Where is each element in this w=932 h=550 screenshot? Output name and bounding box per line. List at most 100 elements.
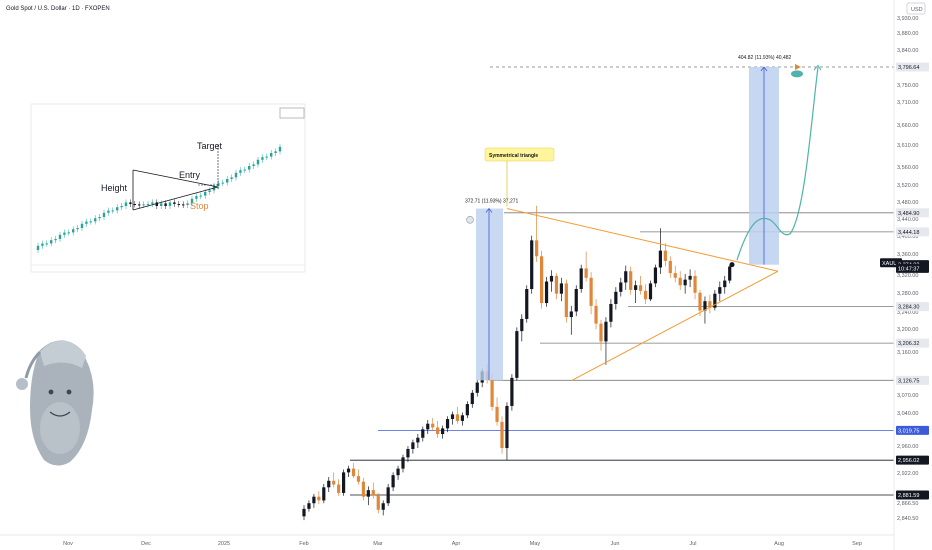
candle-body (332, 480, 336, 485)
candle-body (346, 468, 351, 473)
candle-body (544, 281, 549, 304)
candle-body (723, 280, 727, 288)
triangle-lower-line (571, 270, 779, 381)
candle-body (540, 256, 544, 304)
candle-body (515, 331, 519, 378)
x-tick-label: Dec (141, 541, 151, 547)
measure-box-left (476, 208, 503, 381)
plot-area[interactable] (302, 66, 894, 521)
candle-body (445, 419, 450, 429)
candle-body (450, 414, 455, 420)
candle-body (569, 311, 573, 318)
inset-candle-body (265, 156, 268, 158)
candle-body (505, 405, 509, 449)
x-tick-label: Sep (852, 541, 862, 547)
y-tick-label: 2,840.50 (897, 516, 918, 522)
candle-body (554, 275, 559, 294)
candle-body (530, 240, 534, 290)
inset-candle-body (173, 202, 176, 204)
price-axis-label-text: 3,444.18 (898, 230, 919, 236)
inset-candle-body (221, 182, 224, 184)
x-tick-label: Jun (611, 541, 620, 547)
inset-candle-body (155, 202, 158, 206)
price-axis-label-text: 3,284.30 (898, 305, 919, 311)
inset-candle-body (146, 204, 150, 205)
y-tick-label: 3,040.00 (897, 411, 918, 417)
price-axis-label (896, 62, 929, 72)
inset-candle-body (133, 204, 136, 205)
candle-body (663, 250, 667, 261)
inset-candle-body (45, 243, 48, 245)
y-tick-label: 3,930.00 (897, 16, 918, 22)
candle-body (584, 268, 588, 278)
candle-body (678, 277, 682, 286)
candle-body (366, 490, 370, 497)
inset-candle-body (256, 159, 260, 165)
y-tick-label: 3,660.00 (897, 123, 918, 129)
inset-candle-body (129, 202, 132, 204)
time-axis[interactable]: Nov Dec 2025 Feb Mar Apr May Jun Jul Aug Sep (63, 541, 862, 547)
candle-body (629, 271, 633, 290)
candle-body (718, 287, 722, 294)
candle-body (436, 427, 440, 435)
price-axis-label-text: 3,484.90 (898, 211, 919, 217)
currency-box[interactable] (906, 2, 926, 15)
x-tick-label: 2025 (218, 541, 230, 547)
inset-candle-body (261, 157, 264, 160)
candle-body (426, 423, 430, 430)
inset-candle-body (239, 170, 242, 173)
candle-body (688, 275, 692, 280)
y-tick-label: 2,866.50 (897, 501, 918, 507)
y-tick-label: 2,960.00 (897, 444, 918, 450)
triangle-callout-text: Symmetrical triangle (489, 153, 538, 159)
projected-path-arrowhead (813, 64, 822, 71)
candle-body (683, 279, 687, 286)
price-axis-label-text: 2,956.02 (898, 458, 919, 464)
candle-body (609, 303, 613, 322)
candle-body (574, 289, 578, 312)
x-tick-label: May (530, 541, 541, 547)
y-tick-label: 3,320.00 (897, 273, 918, 279)
inset-candle-body (107, 210, 110, 213)
y-tick-label: 3,750.00 (897, 83, 918, 89)
candle-body (337, 484, 341, 493)
y-tick-label: 3,840.00 (897, 48, 918, 54)
price-axis-label (896, 302, 929, 312)
candle-body (713, 293, 717, 308)
candle-body (421, 429, 425, 438)
candle-body (668, 260, 672, 274)
candle-body (500, 421, 504, 449)
inset-candle-body (50, 240, 53, 244)
inset-candle-body (76, 228, 79, 230)
candle-body (361, 481, 365, 497)
inset-entry-label: Entry (179, 170, 201, 180)
candle-body (351, 468, 356, 477)
inset-candle-body (204, 192, 207, 196)
y-tick-label: 3,280.00 (897, 291, 918, 297)
inset-candle-body (54, 239, 57, 241)
inset-candle-body (63, 232, 66, 235)
inset-target-label: Target (197, 141, 223, 151)
inset-candle-body (142, 204, 145, 206)
candle-body (302, 508, 306, 517)
chart-annotations: 372.71 (11.93%) 37,271 Symmetrical triang… (465, 55, 822, 381)
candle-body (431, 423, 435, 428)
candle-body (614, 291, 618, 304)
candle-body (510, 377, 514, 406)
price-axis-label (896, 490, 929, 500)
candle-body (525, 289, 529, 319)
price-axis-label-text: 3,019.75 (898, 428, 919, 434)
symbol-title: Gold Spot / U.S. Dollar · 1D · FXOPEN (6, 6, 110, 12)
candle-body (639, 285, 643, 291)
candle-body (307, 503, 311, 509)
santa-sketch-illustration (16, 340, 94, 466)
inset-candle-body (151, 202, 154, 204)
candle-body (559, 283, 563, 294)
candle-body (624, 271, 628, 283)
inset-candle-body (120, 206, 123, 208)
candle-body (460, 415, 464, 421)
inset-candle-body (164, 203, 167, 206)
measure-arrowhead-left (485, 207, 493, 213)
candle-body (658, 250, 662, 268)
